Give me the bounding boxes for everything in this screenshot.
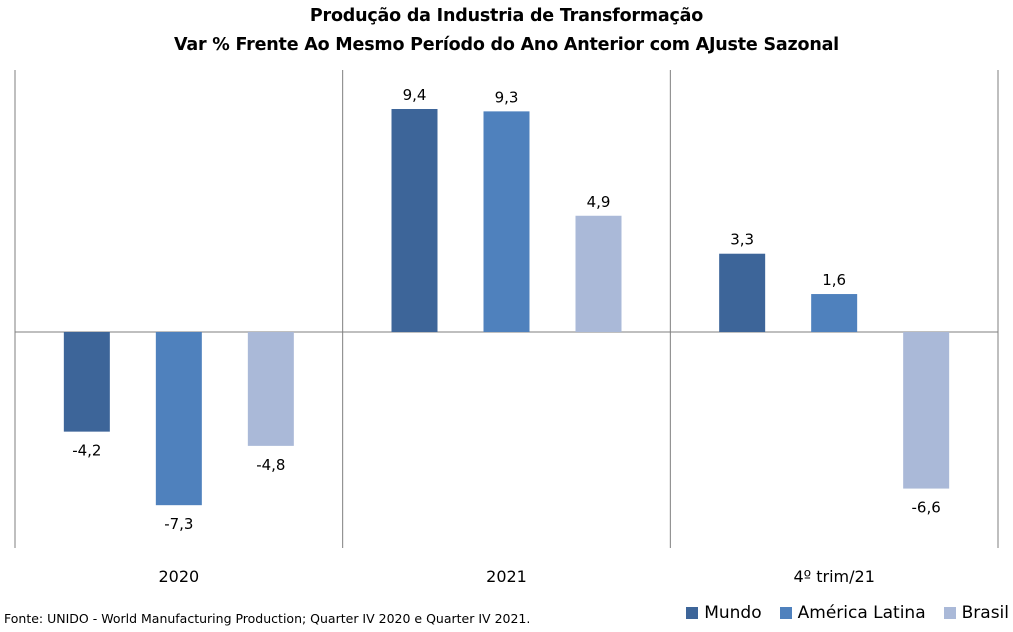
- data-label: -7,3: [164, 515, 193, 533]
- bar-brasil-2020: [247, 332, 294, 446]
- legend-label-mundo: Mundo: [704, 603, 762, 623]
- legend-label-brasil: Brasil: [961, 603, 1009, 623]
- chart-title: Produção da Industria de Transformação: [309, 6, 704, 26]
- data-label: 9,3: [495, 88, 519, 106]
- legend-label-america-latina: América Latina: [797, 603, 926, 623]
- data-label: 9,4: [403, 86, 427, 104]
- source-note: Fonte: UNIDO - World Manufacturing Produ…: [4, 611, 531, 626]
- legend-item-america-latina: América Latina: [779, 603, 926, 623]
- bar-mundo-2020: [63, 332, 110, 432]
- data-label: -4,8: [256, 456, 285, 474]
- category-label: 2021: [486, 567, 527, 586]
- bar-chart: -4,2 -7,3 -4,8 2020 9,4 9,3 4,9 2021 3,3 1,6 -6,6 4…: [14, 70, 999, 586]
- bar-america-latina-2021: [483, 111, 530, 332]
- data-label: 1,6: [822, 271, 846, 289]
- legend-swatch-brasil: [943, 607, 956, 619]
- legend-item-mundo: Mundo: [686, 603, 762, 623]
- legend-item-brasil: Brasil: [943, 603, 1009, 623]
- bar-america-latina-4-trim-21: [811, 294, 858, 332]
- bar-mundo-4-trim-21: [719, 253, 766, 332]
- chart-subtitle: Var % Frente Ao Mesmo Período do Ano Ant…: [173, 35, 839, 55]
- data-label: 3,3: [730, 231, 754, 249]
- category-label: 4º trim/21: [793, 567, 874, 586]
- legend-swatch-mundo: [686, 607, 699, 619]
- data-label: -4,2: [72, 442, 101, 460]
- bar-mundo-2021: [391, 109, 438, 332]
- bar-brasil-4-trim-21: [903, 332, 950, 489]
- legend-swatch-america-latina: [779, 607, 792, 619]
- data-label: -6,6: [912, 499, 941, 517]
- data-label: 4,9: [587, 193, 611, 211]
- legend: Mundo América Latina Brasil: [668, 603, 1009, 623]
- category-label: 2020: [158, 567, 199, 586]
- bar-america-latina-2020: [155, 332, 202, 506]
- bar-brasil-2021: [575, 215, 622, 332]
